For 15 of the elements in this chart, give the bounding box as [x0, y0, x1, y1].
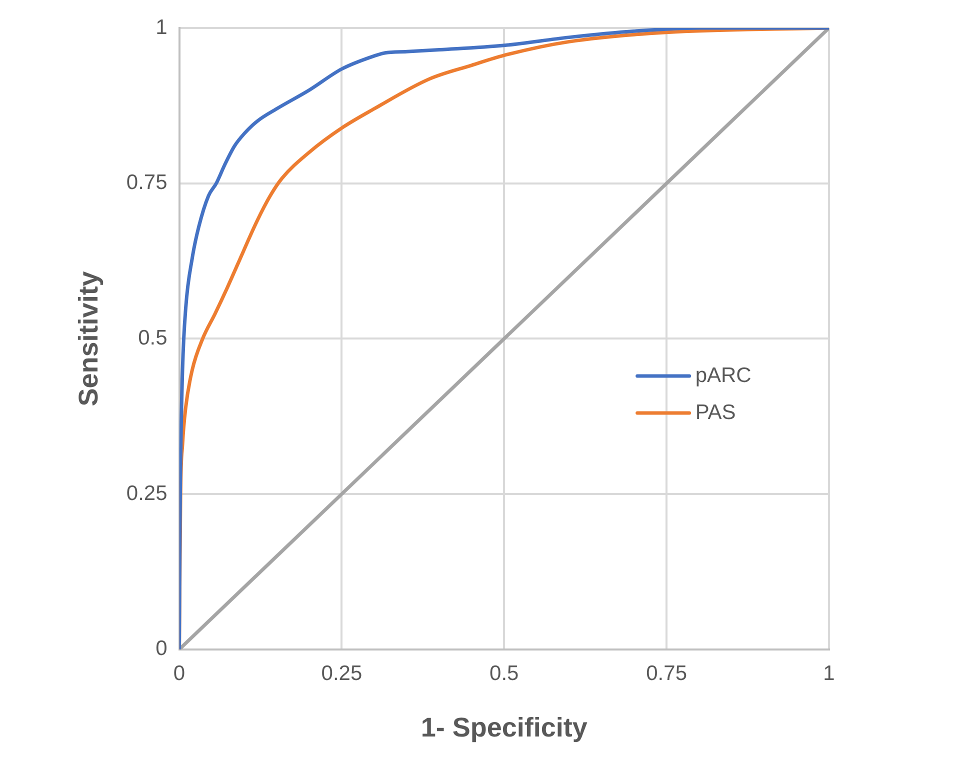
- legend-label: pARC: [695, 364, 752, 387]
- x-tick-label: 0: [173, 662, 186, 685]
- y-axis-title: Sensitivity: [74, 271, 104, 406]
- y-tick-label: 0.5: [138, 326, 168, 350]
- legend-label: PAS: [695, 400, 736, 424]
- line-series: [179, 28, 829, 650]
- y-tick-label: 1: [156, 16, 168, 39]
- x-axis-title: 1- Specificity: [420, 712, 588, 742]
- y-tick-label: 0.25: [126, 482, 168, 505]
- x-tick-label: 1: [823, 662, 835, 685]
- x-tick-label: 0.25: [321, 662, 362, 685]
- x-tick-label: 0.5: [490, 662, 519, 685]
- y-tick-label: 0: [156, 637, 168, 660]
- y-tick-label: 0.75: [126, 171, 168, 194]
- x-tick-label: 0.75: [646, 662, 688, 685]
